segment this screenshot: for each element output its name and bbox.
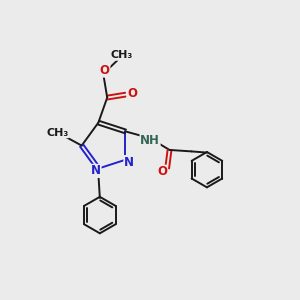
Text: N: N bbox=[91, 164, 101, 177]
Text: CH₃: CH₃ bbox=[111, 50, 133, 60]
Text: O: O bbox=[127, 87, 137, 100]
Text: CH₃: CH₃ bbox=[46, 128, 69, 138]
Text: N: N bbox=[124, 156, 134, 169]
Text: O: O bbox=[157, 165, 167, 178]
Text: NH: NH bbox=[140, 134, 160, 147]
Text: O: O bbox=[100, 64, 110, 77]
